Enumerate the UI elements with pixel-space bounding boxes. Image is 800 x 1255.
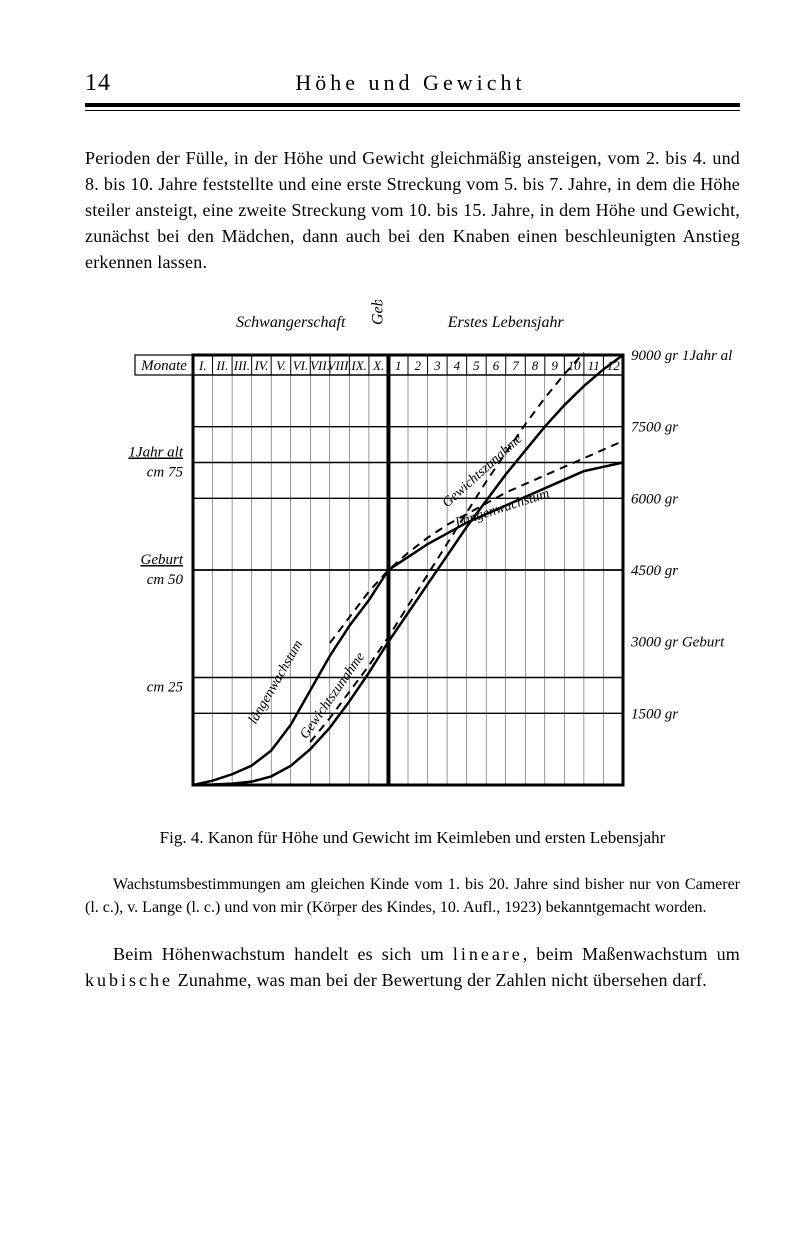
page-header: 14 Höhe und Gewicht	[85, 70, 740, 107]
svg-text:1Jahr alt: 1Jahr alt	[128, 445, 183, 461]
svg-text:8: 8	[531, 358, 538, 373]
svg-text:VIII.: VIII.	[327, 358, 351, 373]
svg-text:IX.: IX.	[350, 358, 367, 373]
p3-b: lineare	[453, 944, 523, 964]
svg-text:VI.: VI.	[292, 358, 308, 373]
svg-text:cm 50: cm 50	[146, 572, 183, 588]
figure-caption: Fig. 4. Kanon für Höhe und Gewicht im Ke…	[115, 828, 710, 848]
svg-text:I.: I.	[197, 358, 206, 373]
svg-text:10: 10	[567, 358, 581, 373]
svg-text:7500 gr: 7500 gr	[631, 420, 678, 436]
svg-text:III.: III.	[232, 358, 249, 373]
svg-text:7: 7	[512, 358, 519, 373]
paragraph-3: Beim Höhenwachstum handelt es sich um li…	[85, 941, 740, 993]
svg-text:X.: X.	[372, 358, 384, 373]
svg-text:Geburt: Geburt	[140, 552, 183, 568]
svg-text:V.: V.	[276, 358, 286, 373]
running-title: Höhe und Gewicht	[111, 70, 740, 96]
svg-text:cm 25: cm 25	[146, 680, 183, 696]
svg-text:9: 9	[551, 358, 558, 373]
svg-text:4: 4	[453, 358, 460, 373]
p3-e: Zunahme, was man bei der Bewertung der Z…	[173, 970, 707, 990]
growth-chart: Schwangerschaft Geburt Erstes Lebensjahr Mo…	[93, 300, 733, 810]
svg-text:5: 5	[473, 358, 480, 373]
svg-text:IV.: IV.	[253, 358, 268, 373]
svg-text:1: 1	[394, 358, 401, 373]
svg-text:6: 6	[492, 358, 499, 373]
figure-4: Schwangerschaft Geburt Erstes Lebensjahr Mo…	[85, 300, 740, 810]
page-number: 14	[85, 70, 111, 97]
svg-text:Monate: Monate	[140, 358, 187, 374]
paragraph-2: Wachstumsbestimmungen am gleichen Kinde …	[85, 874, 740, 919]
p3-c: , beim Maßenwachstum um	[523, 944, 740, 964]
paragraph-1: Perioden der Fülle, in der Höhe und Gewi…	[85, 145, 740, 275]
svg-text:6000 gr: 6000 gr	[631, 492, 678, 508]
svg-text:4500 gr: 4500 gr	[631, 563, 678, 579]
svg-text:3000 gr Geburt: 3000 gr Geburt	[630, 635, 725, 651]
svg-text:2: 2	[414, 358, 421, 373]
svg-text:1500 gr: 1500 gr	[631, 707, 678, 723]
svg-text:Erstes Lebensjahr: Erstes Lebensjahr	[446, 314, 564, 331]
p3-a: Beim Höhenwachstum handelt es sich um	[113, 944, 453, 964]
svg-text:9000 gr 1Jahr alt: 9000 gr 1Jahr alt	[631, 348, 733, 364]
svg-text:11: 11	[587, 358, 599, 373]
svg-text:cm 75: cm 75	[146, 465, 183, 481]
svg-text:Geburt: Geburt	[369, 300, 386, 325]
svg-text:Schwangerschaft: Schwangerschaft	[236, 314, 346, 331]
svg-text:II.: II.	[215, 358, 228, 373]
p3-d: kubische	[85, 970, 173, 990]
svg-text:3: 3	[433, 358, 441, 373]
